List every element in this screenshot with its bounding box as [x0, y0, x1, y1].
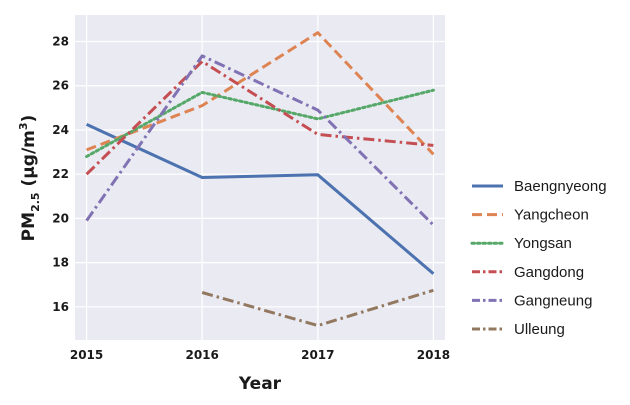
y-tick-label: 26 — [52, 79, 69, 93]
y-tick-label: 24 — [52, 123, 69, 137]
legend-label-ulleung: Ulleung — [514, 321, 565, 338]
y-axis-title-subscript: 2.5 — [29, 192, 42, 212]
y-tick-label: 18 — [52, 256, 69, 270]
x-axis-title: Year — [238, 374, 282, 394]
series-lines — [85, 31, 435, 328]
y-tick-labels: 16 18 20 22 24 26 28 — [52, 35, 69, 314]
y-tick-label: 28 — [52, 35, 69, 49]
x-tick-labels: 2015 2016 2017 2018 — [70, 348, 450, 362]
legend-label-yongsan: Yongsan — [514, 235, 572, 252]
legend-label-gangdong: Gangdong — [514, 264, 584, 281]
series-line-yongsan — [85, 88, 435, 158]
y-axis-title-superscript: 3 — [17, 122, 30, 130]
series-line-gangneung — [85, 54, 435, 227]
series-line-ulleung — [201, 288, 434, 328]
legend-label-yangcheon: Yangcheon — [514, 207, 589, 224]
x-tick-label: 2016 — [185, 348, 218, 362]
legend-label-gangneung: Gangneung — [514, 292, 592, 309]
legend: Baengnyeong Yangcheon Yongsan Gangdong Gangn… — [470, 178, 607, 338]
y-axis-title-unit: (μg/m — [19, 130, 39, 192]
series-line-baengnyeong — [85, 123, 435, 275]
x-tick-label: 2018 — [417, 348, 450, 362]
series-line-yangcheon — [86, 31, 435, 156]
y-tick-label: 20 — [52, 211, 69, 225]
y-axis-title: PM2.5 (μg/m3) — [17, 115, 42, 242]
grid-lines — [75, 15, 445, 340]
legend-label-baengnyeong: Baengnyeong — [514, 178, 607, 195]
y-axis-title-main: PM — [19, 212, 39, 241]
series-line-gangdong — [85, 59, 434, 176]
y-tick-label: 22 — [52, 167, 69, 181]
y-axis-title-close: ) — [19, 115, 39, 123]
x-tick-label: 2015 — [70, 348, 103, 362]
x-tick-label: 2017 — [301, 348, 334, 362]
y-tick-label: 16 — [52, 300, 69, 314]
